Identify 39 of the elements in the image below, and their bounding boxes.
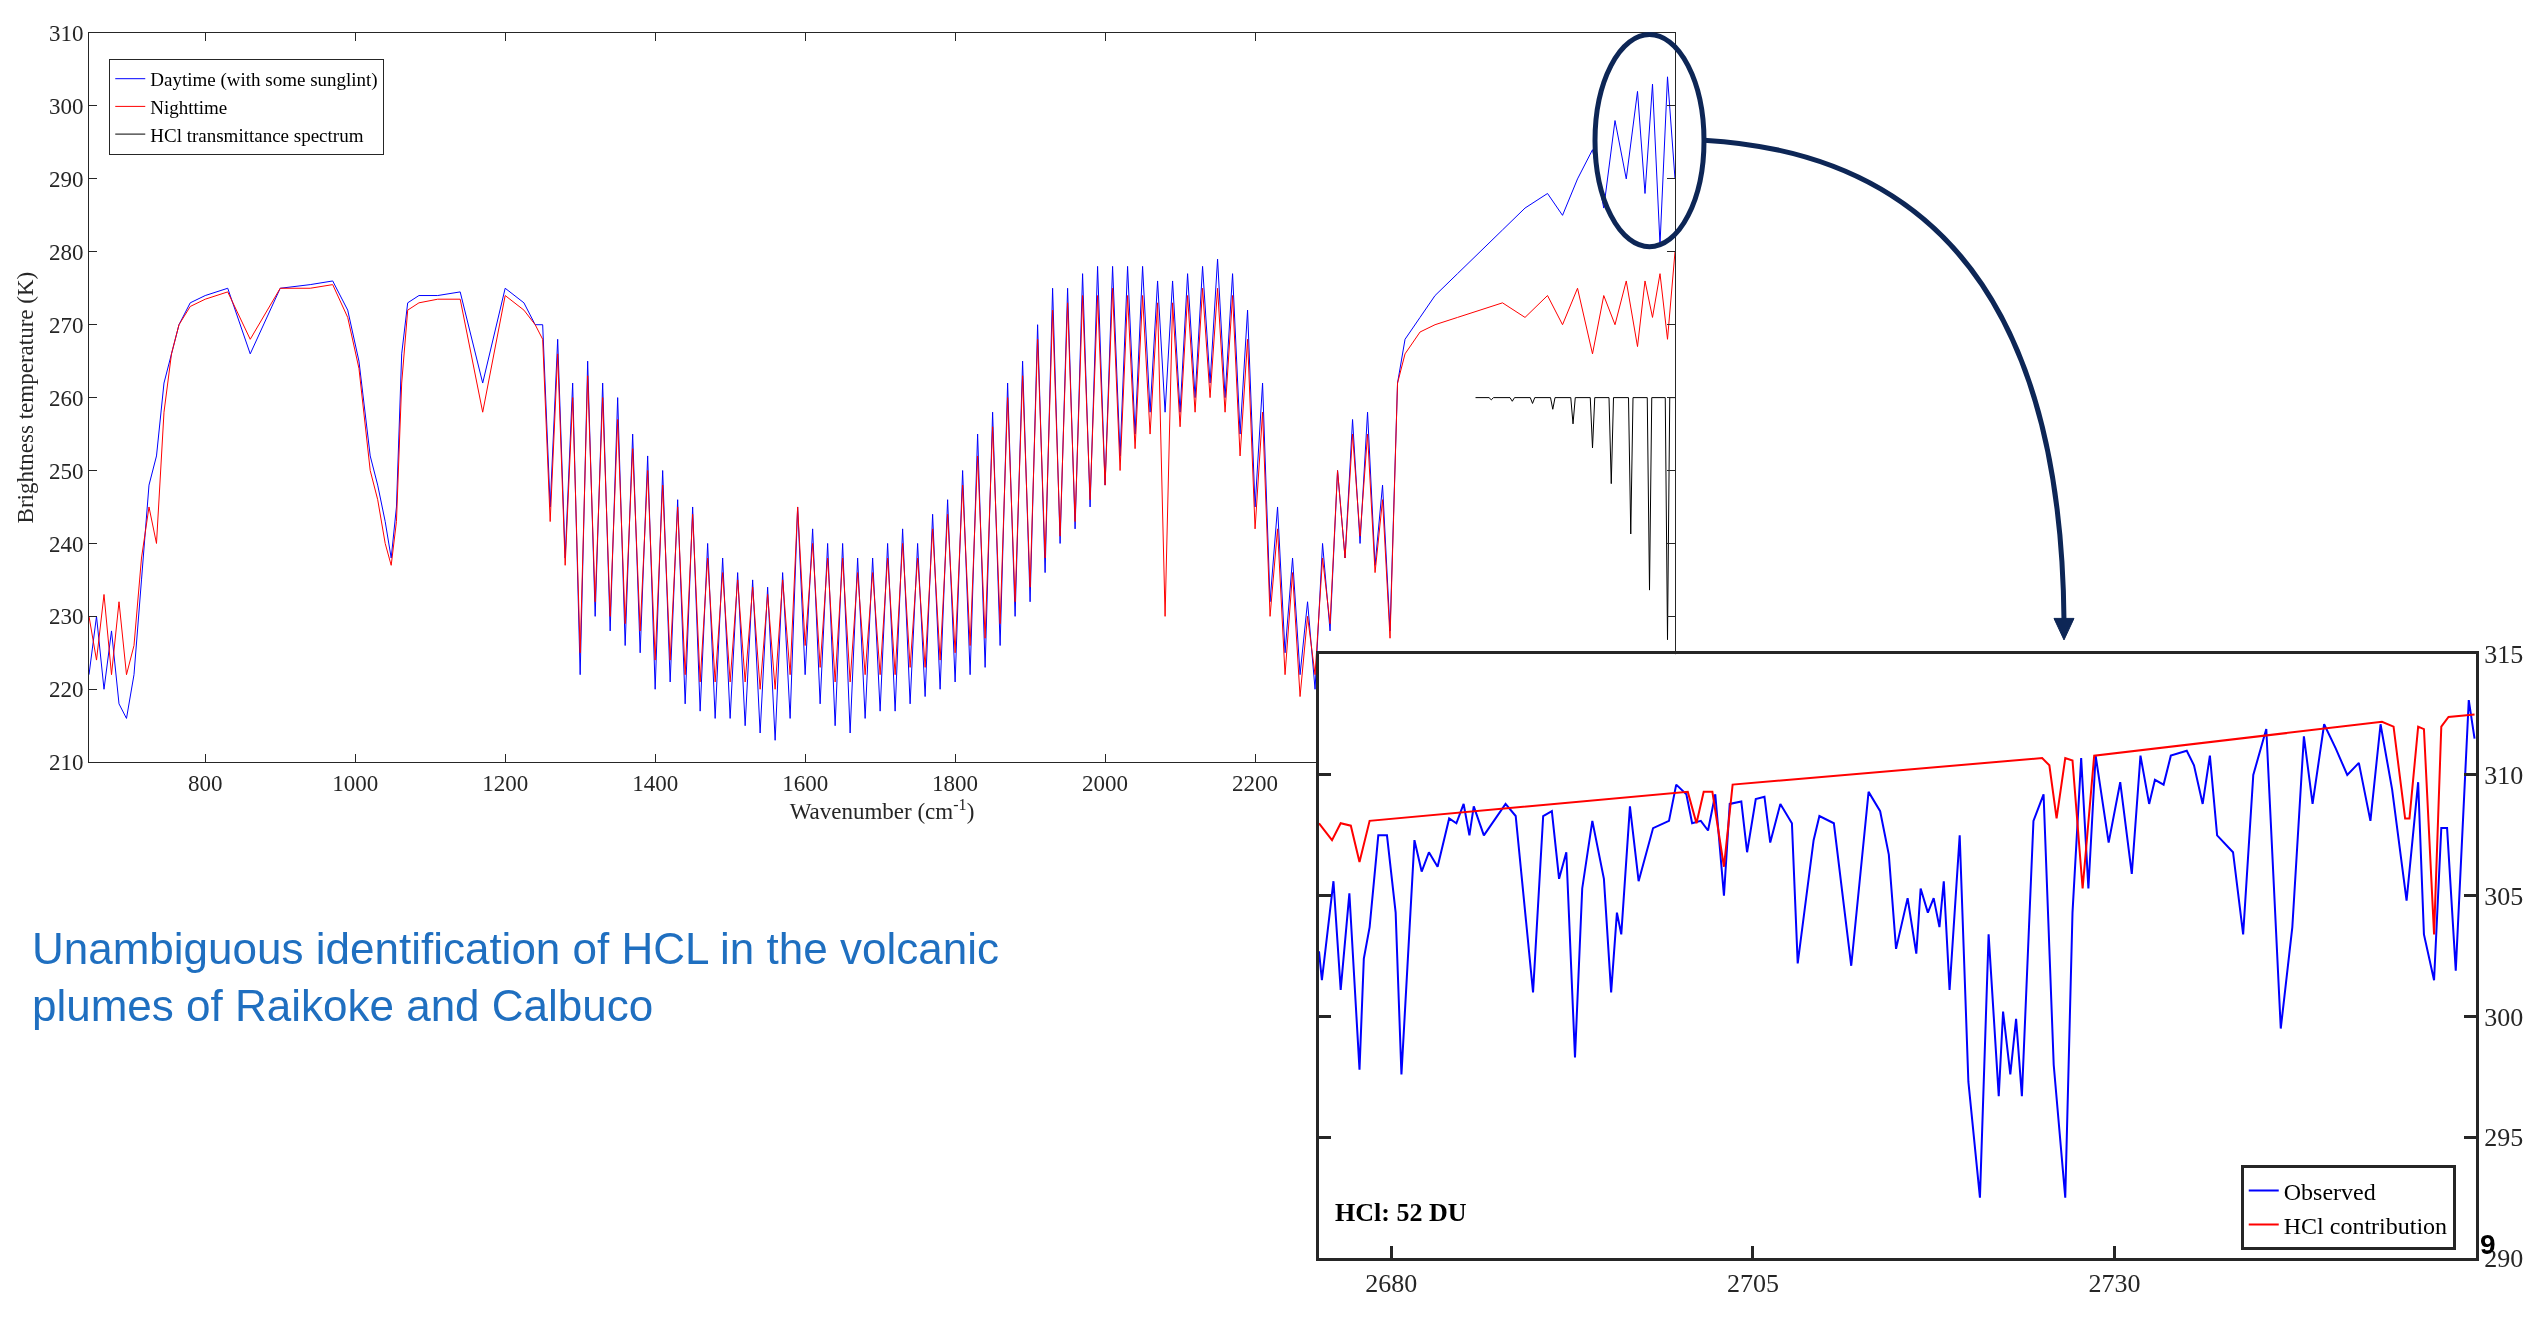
y-tick-label: 220 xyxy=(48,677,84,703)
x-tick-label: 1800 xyxy=(932,770,979,796)
x-axis-title: Wavenumber (cm$^{-1}$) xyxy=(789,795,975,825)
y-tick-label: 300 xyxy=(48,94,84,120)
legend-label: Daytime (with some sunglint) xyxy=(150,69,378,92)
text: Unambiguous identification of HCL in the volcanic plumes of Raikoke and Calbuco xyxy=(32,924,999,1031)
y-tick-label: 290 xyxy=(48,166,84,192)
y-tick-label: 300 xyxy=(2484,1002,2524,1032)
y-tick-label: 295 xyxy=(2484,1123,2524,1153)
line-series xyxy=(1319,699,2476,1199)
x-tick-label: 1200 xyxy=(482,770,529,796)
x-tick-label: 1000 xyxy=(332,770,379,796)
y-tick-label: 270 xyxy=(48,312,84,338)
line-series xyxy=(89,251,1675,698)
x-tick-label: 800 xyxy=(187,770,223,796)
x-tick-label: 2000 xyxy=(1082,770,1129,796)
x-tick-label: 1400 xyxy=(632,770,679,796)
legend-label: Observed xyxy=(2283,1178,2376,1205)
y-tick-label: 250 xyxy=(48,458,84,484)
y-tick-label: 305 xyxy=(2484,881,2524,911)
x-tick-label: 1600 xyxy=(782,770,829,796)
y-tick-label: 310 xyxy=(48,21,84,47)
x-tick-label: 2680 xyxy=(1365,1269,1418,1299)
legend-label: HCl transmittance spectrum xyxy=(150,124,364,146)
y-tick-label: 280 xyxy=(48,239,84,265)
y-tick-label: 240 xyxy=(48,531,84,557)
legend-label: Nighttime xyxy=(150,96,228,118)
y-tick-label: 315 xyxy=(2484,640,2524,670)
legend-label: HCl contribution xyxy=(2283,1212,2448,1239)
line-series xyxy=(1319,713,2476,936)
y-tick-label: 260 xyxy=(48,385,84,411)
y-tick-label: 310 xyxy=(2484,761,2524,791)
x-tick-label: 2730 xyxy=(2088,1269,2141,1299)
y-tick-label: 210 xyxy=(48,750,84,776)
y-axis-title: Brightness temperature (K) xyxy=(13,271,39,524)
y-tick-label: 230 xyxy=(48,604,84,630)
annotation: HCl: 52 DU xyxy=(1335,1198,1467,1227)
x-tick-label: 2200 xyxy=(1232,770,1279,796)
x-tick-label: 2705 xyxy=(1726,1269,1779,1299)
